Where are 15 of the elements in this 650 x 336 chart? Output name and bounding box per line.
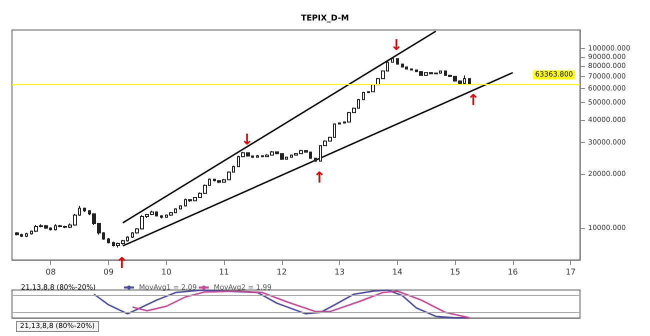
x-tick-label: 10 [161,268,172,276]
x-tick-label: 17 [566,268,576,276]
x-tick-label: 14 [392,268,402,276]
annotation: ↑ [313,168,326,186]
x-tick-label: 08 [46,268,56,276]
x-tick-label: 13 [334,268,345,276]
chart-title: TEPIX_D-M [301,14,350,22]
annotation: ↑ [467,91,480,110]
annotation: ↓ [240,130,254,148]
x-tick-label: 15 [450,268,460,276]
annotation: ↓ [390,36,403,54]
x-tick-label: 16 [508,268,518,276]
x-tick-label: 12 [276,268,287,276]
x-tick-label: 09 [104,268,114,276]
x-tick-label: 11 [218,268,230,276]
